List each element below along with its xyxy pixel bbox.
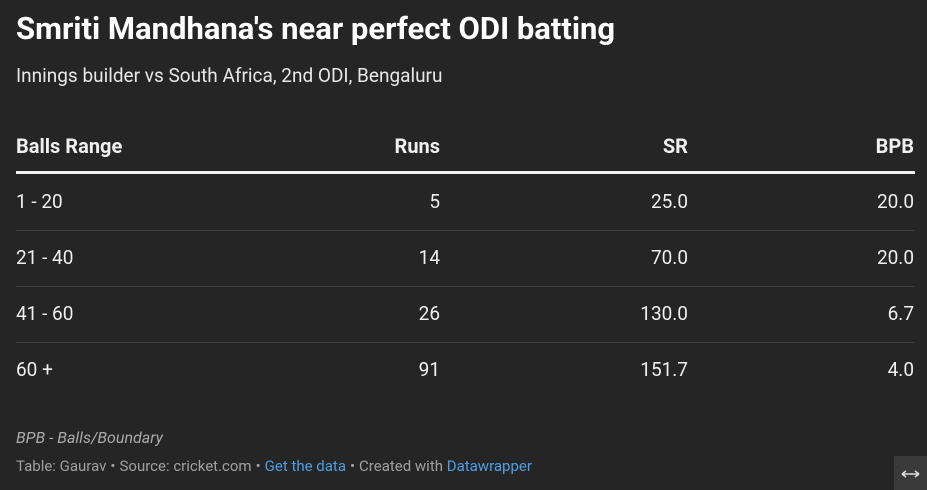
table-cell: 6.7 xyxy=(887,302,914,325)
table-cell: 26 xyxy=(418,302,440,325)
column-header: Balls Range xyxy=(16,134,123,158)
table-cell: 25.0 xyxy=(650,190,688,213)
footer-text: Created with xyxy=(359,457,443,475)
table-cell: 60 + xyxy=(16,358,53,381)
table-cell: 14 xyxy=(418,246,440,269)
column-header: BPB xyxy=(875,134,914,158)
table-cell: 41 - 60 xyxy=(16,302,74,325)
subtitle: Innings builder vs South Africa, 2nd ODI… xyxy=(16,64,443,87)
table-cell: 151.7 xyxy=(640,358,688,381)
table-cell: 130.0 xyxy=(640,302,688,325)
separator: • xyxy=(255,457,261,475)
row-divider xyxy=(16,230,915,231)
separator: • xyxy=(110,457,116,475)
table-cell: 5 xyxy=(429,190,440,213)
row-divider xyxy=(16,286,915,287)
link[interactable]: Datawrapper xyxy=(446,457,532,475)
table-cell: 1 - 20 xyxy=(16,190,63,213)
table-cell: 91 xyxy=(418,358,440,381)
footer-text: Source: cricket.com xyxy=(119,457,252,475)
title: Smriti Mandhana's near perfect ODI batti… xyxy=(16,10,616,47)
column-header: SR xyxy=(662,134,688,158)
header-rule xyxy=(16,171,915,174)
table-cell: 20.0 xyxy=(876,246,914,269)
link[interactable]: Get the data xyxy=(264,457,346,475)
footer-text: Table: Gaurav xyxy=(16,457,107,475)
expand-button[interactable] xyxy=(894,456,927,490)
table-cell: 4.0 xyxy=(887,358,914,381)
separator: • xyxy=(349,457,356,475)
row-divider xyxy=(16,342,915,343)
table-cell: 20.0 xyxy=(876,190,914,213)
column-header: Runs xyxy=(394,134,441,158)
table-cell: 21 - 40 xyxy=(16,246,74,269)
note: BPB - Balls/Boundary xyxy=(16,428,163,447)
footer: Table: Gaurav • Source: cricket.com • Get th… xyxy=(16,457,532,475)
table-cell: 70.0 xyxy=(650,246,688,269)
